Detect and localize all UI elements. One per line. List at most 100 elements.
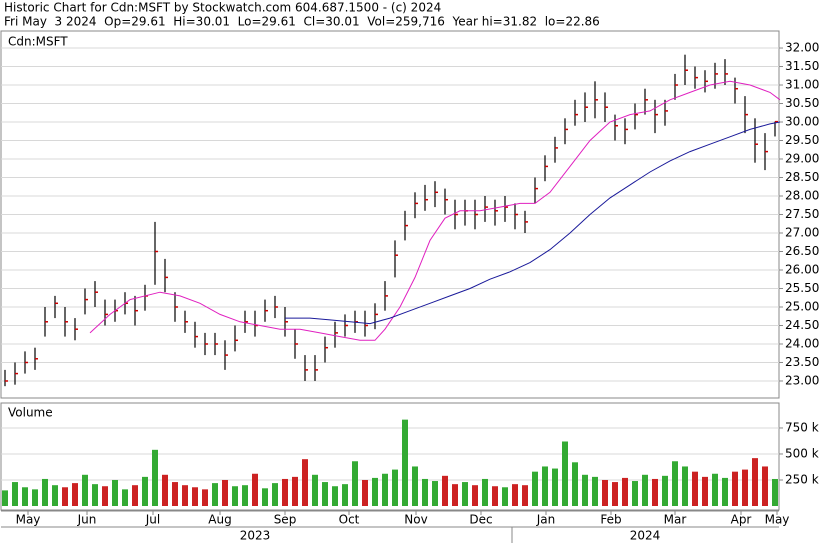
volume-bar	[652, 478, 658, 506]
y-tick-label: 30.50	[785, 96, 819, 110]
y-tick-label: 32.00	[785, 41, 819, 55]
x-tick-label: Jan	[536, 513, 556, 527]
volume-bar	[752, 458, 758, 506]
volume-bar	[242, 485, 248, 506]
volume-bar	[492, 486, 498, 506]
x-tick-label: Nov	[404, 513, 427, 527]
quote-line: Fri May 3 2024 Op=29.61 Hi=30.01 Lo=29.6…	[4, 15, 600, 29]
x-tick-label: Mar	[664, 513, 687, 527]
volume-bar	[192, 487, 198, 506]
volume-bar	[252, 473, 258, 506]
volume-bar	[212, 483, 218, 506]
x-tick-label: Oct	[339, 513, 360, 527]
symbol-label: Cdn:MSFT	[8, 35, 68, 49]
volume-bar	[702, 476, 708, 506]
volume-bar	[562, 441, 568, 506]
volume-bar	[2, 490, 8, 506]
y-tick-label: 750 k	[785, 420, 819, 434]
volume-bar	[592, 476, 598, 506]
volume-bar	[62, 487, 68, 506]
volume-bar	[32, 489, 38, 506]
y-tick-label: 30.00	[785, 115, 819, 129]
x-tick-label: Feb	[600, 513, 621, 527]
volume-bar	[672, 461, 678, 506]
volume-bar	[662, 475, 668, 506]
x-tick-label: May	[16, 513, 41, 527]
volume-bar	[542, 466, 548, 506]
volume-bar	[472, 485, 478, 506]
volume-bar	[142, 476, 148, 506]
volume-bar	[262, 488, 268, 506]
volume-bar	[522, 485, 528, 506]
volume-bar	[372, 477, 378, 506]
volume-bar	[732, 471, 738, 506]
volume-bar	[422, 478, 428, 506]
volume-bar	[392, 469, 398, 506]
x-tick-label: Apr	[731, 513, 752, 527]
y-tick-label: 31.00	[785, 78, 819, 92]
x-tick-label: Jul	[145, 513, 160, 527]
y-tick-label: 26.00	[785, 262, 819, 276]
chart-title: Historic Chart for Cdn:MSFT by Stockwatc…	[4, 1, 441, 15]
volume-label: Volume	[8, 406, 53, 420]
volume-bar	[82, 474, 88, 506]
y-tick-label: 24.00	[785, 336, 819, 350]
volume-bar	[132, 485, 138, 506]
volume-bar	[722, 477, 728, 506]
volume-bar	[682, 466, 688, 506]
volume-bar	[582, 474, 588, 506]
volume-bar	[72, 483, 78, 506]
y-tick-label: 500 k	[785, 446, 819, 460]
volume-bar	[642, 474, 648, 506]
volume-bar	[292, 476, 298, 506]
volume-bar	[402, 419, 408, 506]
volume-bar	[772, 478, 778, 506]
volume-bar	[232, 486, 238, 506]
volume-bar	[332, 486, 338, 506]
volume-bar	[202, 489, 208, 506]
volume-bar	[122, 489, 128, 506]
y-tick-label: 29.50	[785, 133, 819, 147]
volume-bar	[512, 484, 518, 506]
y-tick-label: 29.00	[785, 152, 819, 166]
y-tick-label: 23.50	[785, 355, 819, 369]
volume-bar	[482, 478, 488, 506]
y-tick-label: 25.00	[785, 299, 819, 313]
volume-bar	[12, 482, 18, 506]
x-tick-label: Aug	[208, 513, 231, 527]
y-tick-label: 27.50	[785, 207, 819, 221]
volume-bar	[152, 449, 158, 506]
moving-average	[285, 121, 781, 325]
volume-bar	[452, 484, 458, 506]
y-tick-label: 27.00	[785, 225, 819, 239]
x-tick-label: Jun	[77, 513, 97, 527]
y-tick-label: 31.50	[785, 59, 819, 73]
volume-bar	[172, 482, 178, 506]
x-tick-label: May	[765, 513, 790, 527]
volume-bar	[312, 474, 318, 506]
volume-bar	[222, 479, 228, 506]
volume-bar	[502, 487, 508, 506]
y-tick-label: 250 k	[785, 472, 819, 486]
moving-average	[89, 80, 781, 341]
y-tick-label: 28.50	[785, 170, 819, 184]
volume-bar	[42, 478, 48, 506]
volume-panel	[0, 402, 780, 511]
volume-bar	[162, 474, 168, 506]
volume-bar	[352, 461, 358, 506]
volume-bar	[412, 466, 418, 506]
volume-bar	[92, 484, 98, 506]
year-label: 2023	[240, 529, 271, 543]
volume-bar	[462, 482, 468, 506]
volume-bar	[692, 471, 698, 506]
y-tick-label: 26.50	[785, 244, 819, 258]
volume-bar	[282, 478, 288, 506]
volume-bar	[632, 481, 638, 506]
y-tick-label: 28.00	[785, 189, 819, 203]
volume-bar	[322, 482, 328, 506]
volume-bar	[302, 459, 308, 506]
y-tick-label: 25.50	[785, 281, 819, 295]
volume-bar	[362, 479, 368, 506]
volume-bar	[572, 462, 578, 506]
volume-bar	[112, 479, 118, 506]
